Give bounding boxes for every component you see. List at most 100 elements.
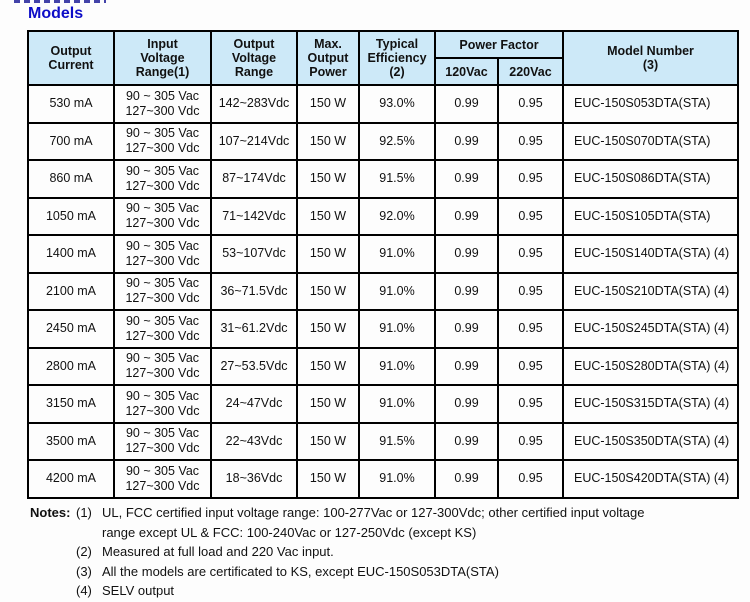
note-text: SELV output — [102, 583, 175, 598]
pf-120vac-cell: 0.99 — [434, 159, 499, 199]
note-item: (4) SELV output — [76, 581, 730, 601]
table-row: 530 mA 90 ~ 305 Vac 127~300 Vdc 142~283Vdc… — [27, 84, 739, 124]
pf-220vac-cell: 0.95 — [497, 384, 564, 424]
header-power-factor: Power Factor — [434, 30, 564, 59]
typical-efficiency-cell: 91.0% — [358, 384, 436, 424]
output-voltage-cell: 71~142Vdc — [210, 196, 298, 236]
table-row: 1400 mA 90 ~ 305 Vac 127~300 Vdc 53~107Vdc… — [27, 234, 739, 274]
model-number-cell: EUC-150S070DTA(STA) — [562, 121, 739, 161]
input-voltage-cell: 90 ~ 305 Vac 127~300 Vdc — [113, 459, 212, 499]
models-table-header: Output Current Input Voltage Range(1) Ou… — [27, 30, 739, 86]
model-number-cell: EUC-150S105DTA(STA) — [562, 196, 739, 236]
output-voltage-cell: 22~43Vdc — [210, 421, 298, 461]
output-voltage-cell: 107~214Vdc — [210, 121, 298, 161]
pf-120vac-cell: 0.99 — [434, 271, 499, 311]
max-output-power-cell: 150 W — [296, 421, 360, 461]
table-row: 2100 mA 90 ~ 305 Vac 127~300 Vdc 36~71.5Vd… — [27, 271, 739, 311]
max-output-power-cell: 150 W — [296, 196, 360, 236]
header-model-number: Model Number (3) — [562, 30, 739, 86]
pf-220vac-cell: 0.95 — [497, 271, 564, 311]
max-output-power-cell: 150 W — [296, 159, 360, 199]
output-current-cell: 700 mA — [27, 121, 115, 161]
pf-120vac-cell: 0.99 — [434, 384, 499, 424]
max-output-power-cell: 150 W — [296, 459, 360, 499]
output-voltage-cell: 24~47Vdc — [210, 384, 298, 424]
typical-efficiency-cell: 92.5% — [358, 121, 436, 161]
header-output-current: Output Current — [27, 30, 115, 86]
output-current-cell: 530 mA — [27, 84, 115, 124]
output-voltage-cell: 53~107Vdc — [210, 234, 298, 274]
page-title: Models — [28, 5, 84, 22]
pf-120vac-cell: 0.99 — [434, 234, 499, 274]
typical-efficiency-cell: 91.0% — [358, 271, 436, 311]
model-number-cell: EUC-150S280DTA(STA) (4) — [562, 346, 739, 386]
pf-220vac-cell: 0.95 — [497, 234, 564, 274]
notes-list: (1) UL, FCC certified input voltage range… — [76, 503, 730, 601]
input-voltage-cell: 90 ~ 305 Vac 127~300 Vdc — [113, 121, 212, 161]
table-row: 1050 mA 90 ~ 305 Vac 127~300 Vdc 71~142Vdc… — [27, 196, 739, 236]
pf-120vac-cell: 0.99 — [434, 196, 499, 236]
typical-efficiency-cell: 91.0% — [358, 346, 436, 386]
pf-120vac-cell: 0.99 — [434, 121, 499, 161]
pf-120vac-cell: 0.99 — [434, 346, 499, 386]
output-voltage-cell: 87~174Vdc — [210, 159, 298, 199]
typical-efficiency-cell: 93.0% — [358, 84, 436, 124]
model-number-cell: EUC-150S245DTA(STA) (4) — [562, 309, 739, 349]
note-text: All the models are certificated to KS, e… — [102, 563, 499, 579]
output-current-cell: 3150 mA — [27, 384, 115, 424]
table-row: 3500 mA 90 ~ 305 Vac 127~300 Vdc 22~43Vdc 1… — [27, 421, 739, 461]
model-number-cell: EUC-150S210DTA(STA) (4) — [562, 271, 739, 311]
typical-efficiency-cell: 91.0% — [358, 234, 436, 274]
pf-120vac-cell: 0.99 — [434, 84, 499, 124]
typical-efficiency-cell: 91.0% — [358, 459, 436, 499]
output-current-cell: 2800 mA — [27, 346, 115, 386]
model-number-cell: EUC-150S053DTA(STA) — [562, 84, 739, 124]
table-row: 2800 mA 90 ~ 305 Vac 127~300 Vdc 27~53.5Vd… — [27, 346, 739, 386]
model-number-cell: EUC-150S315DTA(STA) (4) — [562, 384, 739, 424]
input-voltage-cell: 90 ~ 305 Vac 127~300 Vdc — [113, 346, 212, 386]
input-voltage-cell: 90 ~ 305 Vac 127~300 Vdc — [113, 384, 212, 424]
model-number-cell: EUC-150S140DTA(STA) (4) — [562, 234, 739, 274]
note-number: (2) — [76, 544, 92, 559]
input-voltage-cell: 90 ~ 305 Vac 127~300 Vdc — [113, 84, 212, 124]
max-output-power-cell: 150 W — [296, 121, 360, 161]
header-row-sub: 120Vac 220Vac — [28, 57, 738, 86]
output-voltage-cell: 18~36Vdc — [210, 459, 298, 499]
model-number-cell: EUC-150S420DTA(STA) (4) — [562, 459, 739, 499]
input-voltage-cell: 90 ~ 305 Vac 127~300 Vdc — [113, 271, 212, 311]
cropped-text-artifact — [14, 0, 106, 3]
input-voltage-cell: 90 ~ 305 Vac 127~300 Vdc — [113, 309, 212, 349]
typical-efficiency-cell: 92.0% — [358, 196, 436, 236]
output-current-cell: 860 mA — [27, 159, 115, 199]
note-text: Measured at full load and 220 Vac input. — [102, 544, 334, 559]
output-voltage-cell: 36~71.5Vdc — [210, 271, 298, 311]
header-max-output-power: Max. Output Power — [296, 30, 360, 86]
output-voltage-cell: 142~283Vdc — [210, 84, 298, 124]
header-row-top: Output Current Input Voltage Range(1) Ou… — [27, 30, 739, 86]
output-current-cell: 2100 mA — [27, 271, 115, 311]
note-item: (2) Measured at full load and 220 Vac inp… — [76, 542, 730, 562]
note-item: (1) UL, FCC certified input voltage range… — [76, 503, 730, 542]
input-voltage-cell: 90 ~ 305 Vac 127~300 Vdc — [113, 159, 212, 199]
pf-220vac-cell: 0.95 — [497, 309, 564, 349]
output-current-cell: 4200 mA — [27, 459, 115, 499]
pf-220vac-cell: 0.95 — [497, 346, 564, 386]
output-voltage-cell: 27~53.5Vdc — [210, 346, 298, 386]
models-table: Output Current Input Voltage Range(1) Ou… — [27, 30, 739, 499]
models-table-body: 530 mA 90 ~ 305 Vac 127~300 Vdc 142~283Vdc… — [27, 84, 739, 499]
header-input-voltage: Input Voltage Range(1) — [113, 30, 212, 86]
input-voltage-cell: 90 ~ 305 Vac 127~300 Vdc — [113, 196, 212, 236]
max-output-power-cell: 150 W — [296, 309, 360, 349]
output-current-cell: 3500 mA — [27, 421, 115, 461]
pf-220vac-cell: 0.95 — [497, 159, 564, 199]
typical-efficiency-cell: 91.0% — [358, 309, 436, 349]
model-number-cell: EUC-150S350DTA(STA) (4) — [562, 421, 739, 461]
max-output-power-cell: 150 W — [296, 384, 360, 424]
table-row: 4200 mA 90 ~ 305 Vac 127~300 Vdc 18~36Vdc 1… — [27, 459, 739, 499]
header-pf-220vac: 220Vac — [497, 57, 564, 86]
pf-220vac-cell: 0.95 — [497, 196, 564, 236]
model-number-cell: EUC-150S086DTA(STA) — [562, 159, 739, 199]
output-current-cell: 1050 mA — [27, 196, 115, 236]
header-typical-efficiency: Typical Efficiency (2) — [358, 30, 436, 86]
pf-120vac-cell: 0.99 — [434, 459, 499, 499]
